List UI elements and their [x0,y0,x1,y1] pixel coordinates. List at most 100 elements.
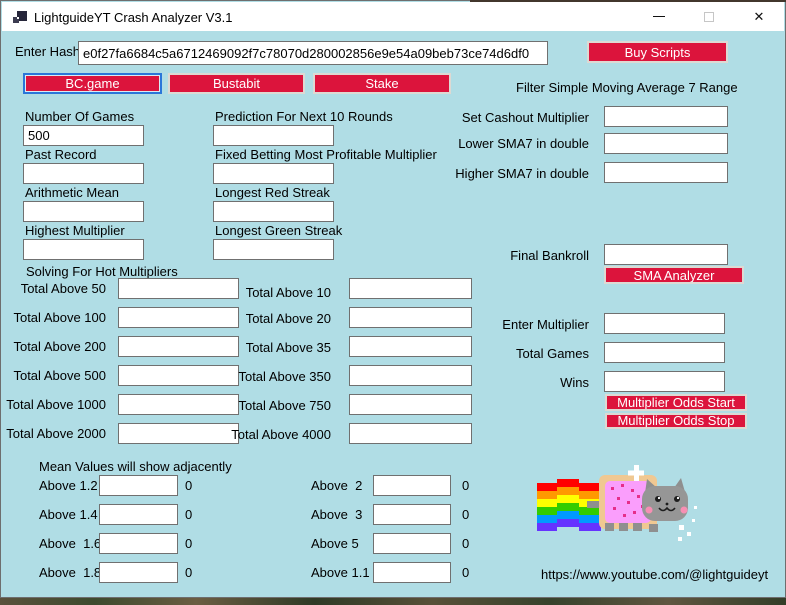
lower-sma7-input[interactable] [604,133,728,154]
title-bar[interactable]: LightguideYT Crash Analyzer V3.1 ✕ [2,2,784,31]
set-cashout-multiplier-label: Set Cashout Multiplier [461,110,589,125]
desktop-background-sliver [470,0,786,2]
above-1-4-input[interactable] [99,504,178,525]
prediction-label: Prediction For Next 10 Rounds [215,109,393,124]
solving-hot-multipliers-label: Solving For Hot Multipliers [26,264,178,279]
close-button[interactable]: ✕ [742,2,776,31]
total-above-35-input[interactable] [349,336,472,357]
mean-values-title: Mean Values will show adjacently [39,459,232,474]
above-1-8-result: 0 [185,565,193,580]
wins-input[interactable] [604,371,725,392]
above-1-4-result: 0 [185,507,193,522]
longest-red-streak-label: Longest Red Streak [215,185,330,200]
enter-multiplier-label: Enter Multiplier [502,317,589,332]
total-above-20-label: Total Above 20 [245,311,331,326]
total-above-500-input[interactable] [118,365,239,386]
total-above-2000-label: Total Above 2000 [6,426,106,441]
highest-multiplier-input[interactable] [23,239,144,260]
number-of-games-input[interactable] [23,125,144,146]
final-bankroll-label: Final Bankroll [510,248,589,263]
sma-analyzer-button[interactable]: SMA Analyzer [604,266,744,284]
total-above-2000-input[interactable] [118,423,239,444]
above-1-1-label: Above 1.1 [311,565,370,580]
total-above-10-input[interactable] [349,278,472,299]
above-1-1-input[interactable] [373,562,451,583]
minimize-icon [653,16,665,17]
total-above-350-label: Total Above 350 [238,369,331,384]
desktop-background-strip [0,598,786,605]
window-title: LightguideYT Crash Analyzer V3.1 [34,10,233,25]
above-1-8-label: Above 1.8 [39,565,102,580]
above-1-6-label: Above 1.6 [39,536,102,551]
past-record-input[interactable] [23,163,144,184]
enter-multiplier-input[interactable] [604,313,725,334]
past-record-label: Past Record [25,147,97,162]
hash-input[interactable] [78,41,548,65]
fixed-betting-input[interactable] [213,163,334,184]
maximize-button[interactable] [692,2,726,31]
total-above-750-input[interactable] [349,394,472,415]
total-above-50-label: Total Above 50 [20,281,106,296]
higher-sma7-input[interactable] [604,162,728,183]
total-above-50-input[interactable] [118,278,239,299]
bc-game-button[interactable]: BC.game [23,73,162,94]
above-1-2-result: 0 [185,478,193,493]
filter-sma-label: Filter Simple Moving Average 7 Range [516,80,738,95]
above-1-6-input[interactable] [99,533,178,554]
nyan-cat-image [537,465,697,541]
wins-label: Wins [560,375,589,390]
buy-scripts-button[interactable]: Buy Scripts [587,41,728,63]
above-5-result: 0 [462,536,470,551]
close-icon: ✕ [753,8,765,24]
app-icon [13,11,27,23]
total-above-35-label: Total Above 35 [245,340,331,355]
longest-red-streak-input[interactable] [213,201,334,222]
arithmetic-mean-label: Arithmetic Mean [25,185,119,200]
youtube-link: https://www.youtube.com/@lightguideyt [541,567,769,582]
multiplier-odds-stop-button[interactable]: Multiplier Odds Stop [605,413,747,429]
above-1-2-label: Above 1.2 [39,478,98,493]
multiplier-odds-start-button[interactable]: Multiplier Odds Start [605,394,747,411]
fixed-betting-label: Fixed Betting Most Profitable Multiplier [215,147,437,162]
above-1-4-label: Above 1.4 [39,507,98,522]
above-1-2-input[interactable] [99,475,178,496]
above-1-8-input[interactable] [99,562,178,583]
above-2-label: Above 2 [311,478,363,493]
above-1-1-result: 0 [462,565,470,580]
minimize-button[interactable] [642,2,676,31]
total-above-4000-input[interactable] [349,423,472,444]
above-5-input[interactable] [373,533,451,554]
maximize-icon [704,11,714,22]
higher-sma7-label: Higher SMA7 in double [455,166,589,181]
total-games-label: Total Games [516,346,589,361]
total-above-750-label: Total Above 750 [238,398,331,413]
lower-sma7-label: Lower SMA7 in double [458,136,589,151]
above-3-input[interactable] [373,504,451,525]
total-above-1000-input[interactable] [118,394,239,415]
total-above-1000-label: Total Above 1000 [6,397,106,412]
prediction-input[interactable] [213,125,334,146]
above-3-label: Above 3 [311,507,363,522]
highest-multiplier-label: Highest Multiplier [25,223,125,238]
bustabit-button[interactable]: Bustabit [168,73,305,94]
total-above-200-input[interactable] [118,336,239,357]
total-games-input[interactable] [604,342,725,363]
above-2-result: 0 [462,478,470,493]
final-bankroll-input[interactable] [604,244,728,265]
stake-button[interactable]: Stake [313,73,451,94]
total-above-100-input[interactable] [118,307,239,328]
enter-hash-label: Enter Hash [15,44,81,59]
number-of-games-label: Number Of Games [25,109,135,124]
arithmetic-mean-input[interactable] [23,201,144,222]
longest-green-streak-input[interactable] [213,239,334,260]
total-above-4000-label: Total Above 4000 [231,427,331,442]
set-cashout-multiplier-input[interactable] [604,106,728,127]
longest-green-streak-label: Longest Green Streak [215,223,343,238]
total-above-500-label: Total Above 500 [13,368,106,383]
total-above-100-label: Total Above 100 [13,310,106,325]
total-above-20-input[interactable] [349,307,472,328]
total-above-200-label: Total Above 200 [13,339,106,354]
above-2-input[interactable] [373,475,451,496]
total-above-350-input[interactable] [349,365,472,386]
